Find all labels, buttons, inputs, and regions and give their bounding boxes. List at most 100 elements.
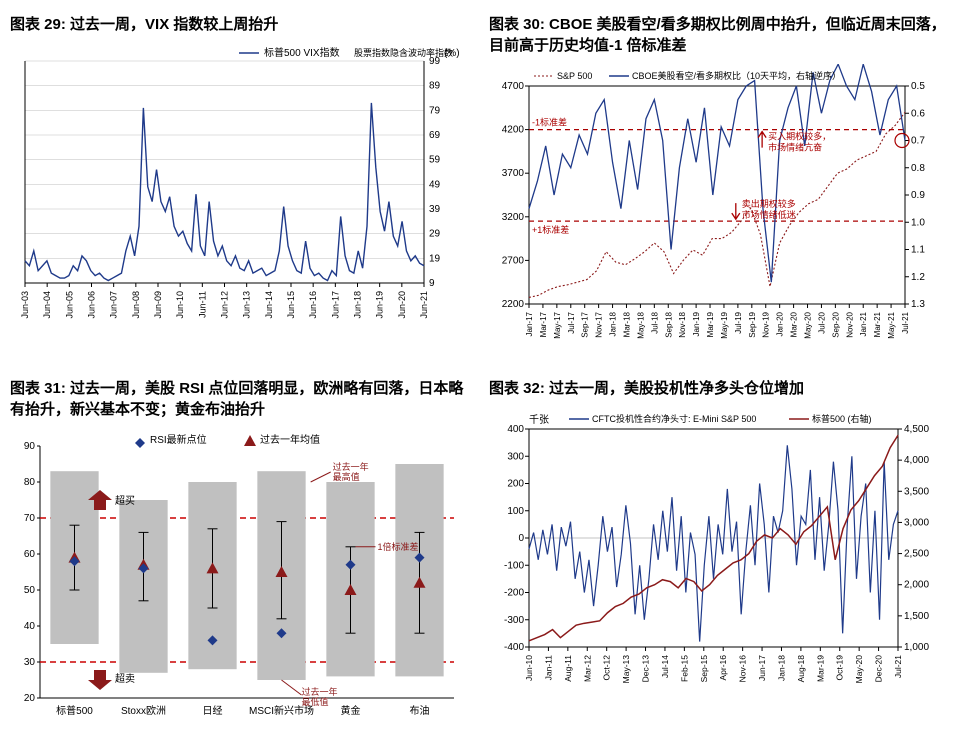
svg-text:-100: -100 — [504, 560, 524, 571]
svg-text:Sep-17: Sep-17 — [581, 311, 590, 337]
svg-text:(%): (%) — [444, 48, 460, 59]
svg-text:Jan-18: Jan-18 — [609, 311, 618, 336]
svg-text:Feb-15: Feb-15 — [679, 655, 689, 682]
svg-text:1倍标准差: 1倍标准差 — [378, 541, 419, 552]
svg-text:4,000: 4,000 — [904, 455, 929, 466]
svg-text:超卖: 超卖 — [115, 672, 135, 685]
svg-text:Mar-20: Mar-20 — [790, 311, 799, 337]
svg-text:Jun-11: Jun-11 — [197, 291, 207, 318]
svg-text:4700: 4700 — [502, 81, 525, 92]
svg-text:Jun-08: Jun-08 — [131, 291, 141, 319]
svg-text:+1标准差: +1标准差 — [532, 224, 569, 235]
svg-text:Jun-14: Jun-14 — [264, 291, 274, 319]
svg-text:1.2: 1.2 — [911, 272, 925, 283]
svg-text:3,500: 3,500 — [904, 486, 929, 497]
svg-text:3200: 3200 — [502, 212, 525, 223]
svg-text:1,500: 1,500 — [904, 611, 929, 622]
svg-text:1.1: 1.1 — [911, 245, 925, 256]
svg-text:May-20: May-20 — [854, 655, 864, 684]
chart-29-cell: 图表 29: 过去一周，VIX 指数较上周抬升 9192939495969798… — [10, 10, 469, 364]
svg-text:1,000: 1,000 — [904, 642, 929, 653]
svg-text:May-18: May-18 — [636, 311, 645, 338]
svg-text:Mar-19: Mar-19 — [706, 311, 715, 337]
svg-text:Jun-03: Jun-03 — [20, 291, 30, 319]
svg-text:50: 50 — [24, 585, 36, 596]
svg-text:Jun-04: Jun-04 — [42, 291, 52, 319]
svg-text:Jun-17: Jun-17 — [757, 655, 767, 681]
svg-text:19: 19 — [429, 253, 441, 264]
svg-text:Mar-21: Mar-21 — [873, 311, 882, 337]
svg-text:Jun-17: Jun-17 — [330, 291, 340, 319]
svg-text:Mar-19: Mar-19 — [815, 655, 825, 682]
svg-text:Nov-18: Nov-18 — [678, 311, 687, 337]
svg-text:70: 70 — [24, 513, 36, 524]
svg-text:Jan-20: Jan-20 — [776, 311, 785, 336]
svg-text:89: 89 — [429, 81, 441, 92]
svg-text:S&P 500: S&P 500 — [557, 71, 592, 81]
svg-text:Mar-12: Mar-12 — [582, 655, 592, 682]
svg-text:0.5: 0.5 — [911, 81, 925, 92]
svg-text:日经: 日经 — [203, 704, 223, 717]
svg-text:May-20: May-20 — [804, 311, 813, 338]
svg-text:May-17: May-17 — [553, 311, 562, 338]
svg-text:2,000: 2,000 — [904, 580, 929, 591]
svg-text:Jan-18: Jan-18 — [776, 655, 786, 681]
svg-text:Jun-10: Jun-10 — [175, 291, 185, 319]
svg-text:Jun-07: Jun-07 — [109, 291, 119, 319]
svg-text:-1标准差: -1标准差 — [532, 117, 567, 128]
svg-text:Dec-20: Dec-20 — [874, 655, 884, 683]
chart-31-cell: 图表 31: 过去一周，美股 RSI 点位回落明显，欧洲略有回落，日本略有抬升，… — [10, 374, 469, 728]
svg-text:Dec-13: Dec-13 — [641, 655, 651, 683]
svg-text:Jun-19: Jun-19 — [375, 291, 385, 319]
svg-text:-200: -200 — [504, 588, 524, 599]
chart-32-cell: 图表 32: 过去一周，美股投机性净多头仓位增加 -400-300-200-10… — [489, 374, 948, 728]
svg-text:-300: -300 — [504, 615, 524, 626]
svg-text:Jul-17: Jul-17 — [567, 311, 576, 333]
svg-text:Jun-10: Jun-10 — [524, 655, 534, 681]
svg-text:Jul-14: Jul-14 — [660, 655, 670, 678]
chart-grid: 图表 29: 过去一周，VIX 指数较上周抬升 9192939495969798… — [10, 10, 948, 728]
svg-text:CFTC投机性合约净头寸: E-Mini S&P 500: CFTC投机性合约净头寸: E-Mini S&P 500 — [592, 413, 756, 424]
svg-text:RSI最新点位: RSI最新点位 — [150, 433, 207, 446]
svg-text:90: 90 — [24, 441, 36, 452]
svg-text:标普500: 标普500 — [56, 704, 93, 717]
svg-text:9: 9 — [429, 278, 435, 289]
svg-text:Jul-21: Jul-21 — [901, 311, 910, 333]
svg-text:60: 60 — [24, 549, 36, 560]
svg-text:Stoxx欧洲: Stoxx欧洲 — [121, 705, 166, 717]
svg-text:股票指数隐含波动率指数: 股票指数隐含波动率指数 — [354, 47, 453, 58]
svg-text:Jun-06: Jun-06 — [87, 291, 97, 319]
svg-text:Sep-20: Sep-20 — [831, 311, 840, 337]
svg-text:80: 80 — [24, 477, 36, 488]
svg-text:May-19: May-19 — [720, 311, 729, 338]
svg-text:Sep-19: Sep-19 — [748, 311, 757, 337]
svg-text:20: 20 — [24, 693, 36, 704]
svg-text:400: 400 — [507, 424, 524, 435]
svg-text:59: 59 — [429, 155, 441, 166]
svg-text:市场情绪低迷: 市场情绪低迷 — [742, 209, 796, 220]
svg-text:Nov-17: Nov-17 — [595, 311, 604, 337]
svg-text:May-21: May-21 — [887, 311, 896, 338]
svg-text:Jan-21: Jan-21 — [859, 311, 868, 336]
svg-text:200: 200 — [507, 479, 524, 490]
svg-text:Jun-13: Jun-13 — [242, 291, 252, 319]
chart-30-cell: 图表 30: CBOE 美股看空/看多期权比例周中抬升，但临近周末回落，目前高于… — [489, 10, 948, 364]
svg-text:Jan-19: Jan-19 — [692, 311, 701, 336]
svg-text:标普500 VIX指数: 标普500 VIX指数 — [264, 46, 340, 59]
svg-text:Sep-15: Sep-15 — [699, 655, 709, 683]
svg-text:Jul-18: Jul-18 — [650, 311, 659, 333]
svg-text:标普500 (右轴): 标普500 (右轴) — [812, 413, 872, 424]
svg-text:超买: 超买 — [115, 494, 135, 507]
svg-text:过去一年: 过去一年 — [333, 461, 369, 472]
svg-text:Aug-11: Aug-11 — [563, 655, 573, 682]
svg-text:3700: 3700 — [502, 168, 525, 179]
svg-text:2700: 2700 — [502, 255, 525, 266]
svg-text:Oct-19: Oct-19 — [835, 655, 845, 681]
svg-text:1.0: 1.0 — [911, 217, 925, 228]
chart-31-title: 图表 31: 过去一周，美股 RSI 点位回落明显，欧洲略有回落，日本略有抬升，… — [10, 378, 469, 420]
svg-text:30: 30 — [24, 657, 36, 668]
svg-text:79: 79 — [429, 105, 441, 116]
svg-text:千张: 千张 — [529, 414, 549, 426]
svg-text:黄金: 黄金 — [341, 704, 361, 717]
svg-text:300: 300 — [507, 451, 524, 462]
